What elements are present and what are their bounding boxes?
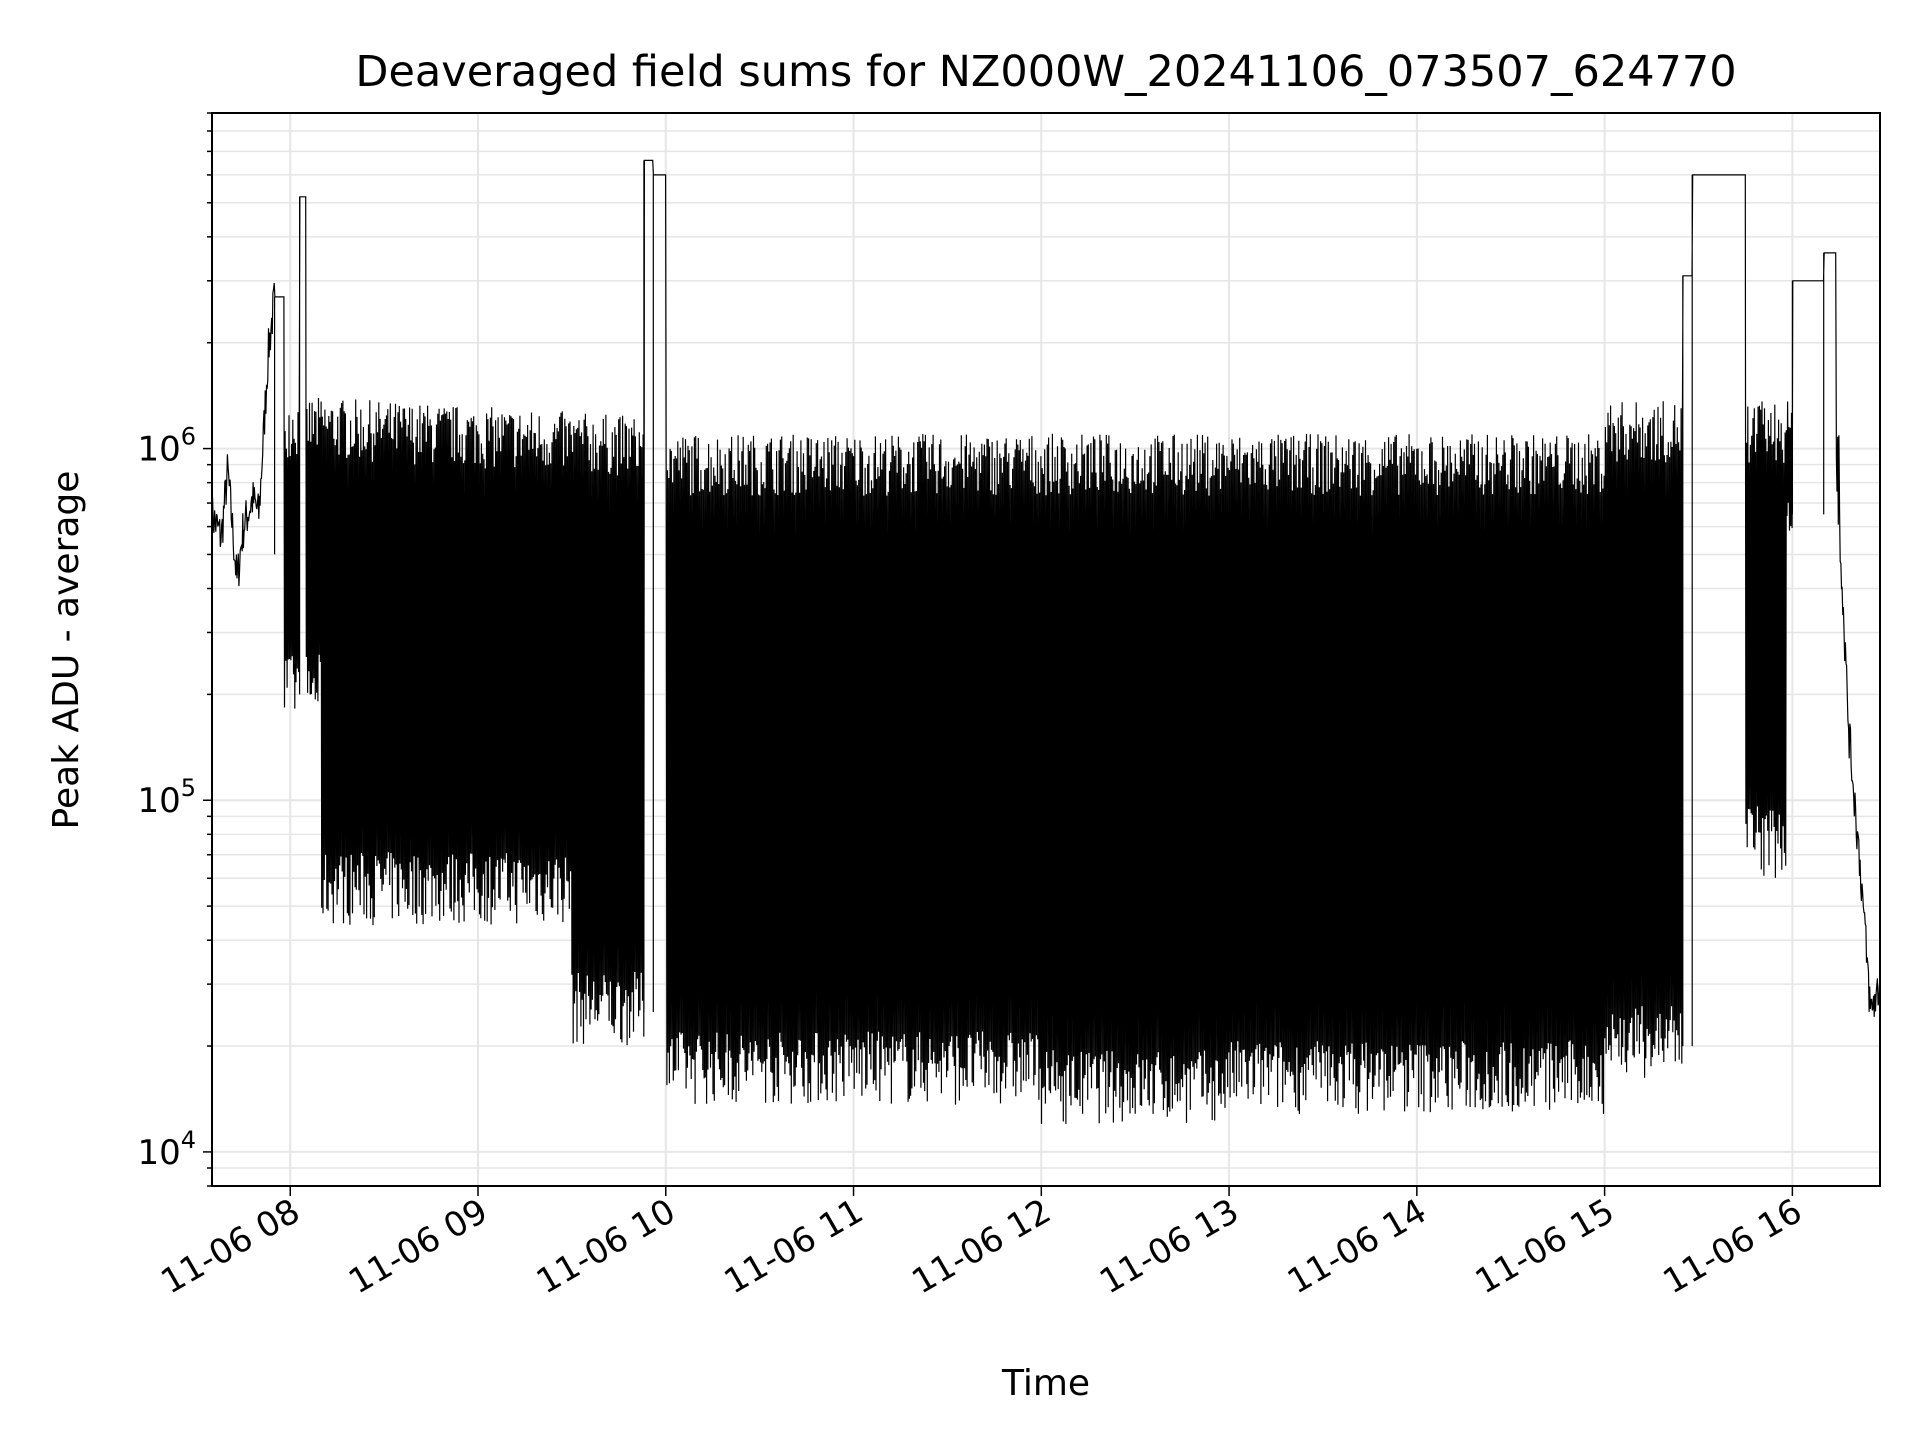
y-tick-label: 106 (137, 423, 196, 470)
series-line (212, 159, 1880, 1124)
chart-title: Deaveraged field sums for NZ000W_2024110… (355, 47, 1736, 97)
x-axis-label: Time (1001, 1363, 1090, 1404)
y-axis-label: Peak ADU - average (46, 471, 87, 830)
plot-area (212, 159, 1880, 1124)
y-tick-label: 105 (137, 774, 196, 821)
y-tick-label: 104 (137, 1126, 196, 1173)
plot-frame (211, 112, 1881, 1187)
